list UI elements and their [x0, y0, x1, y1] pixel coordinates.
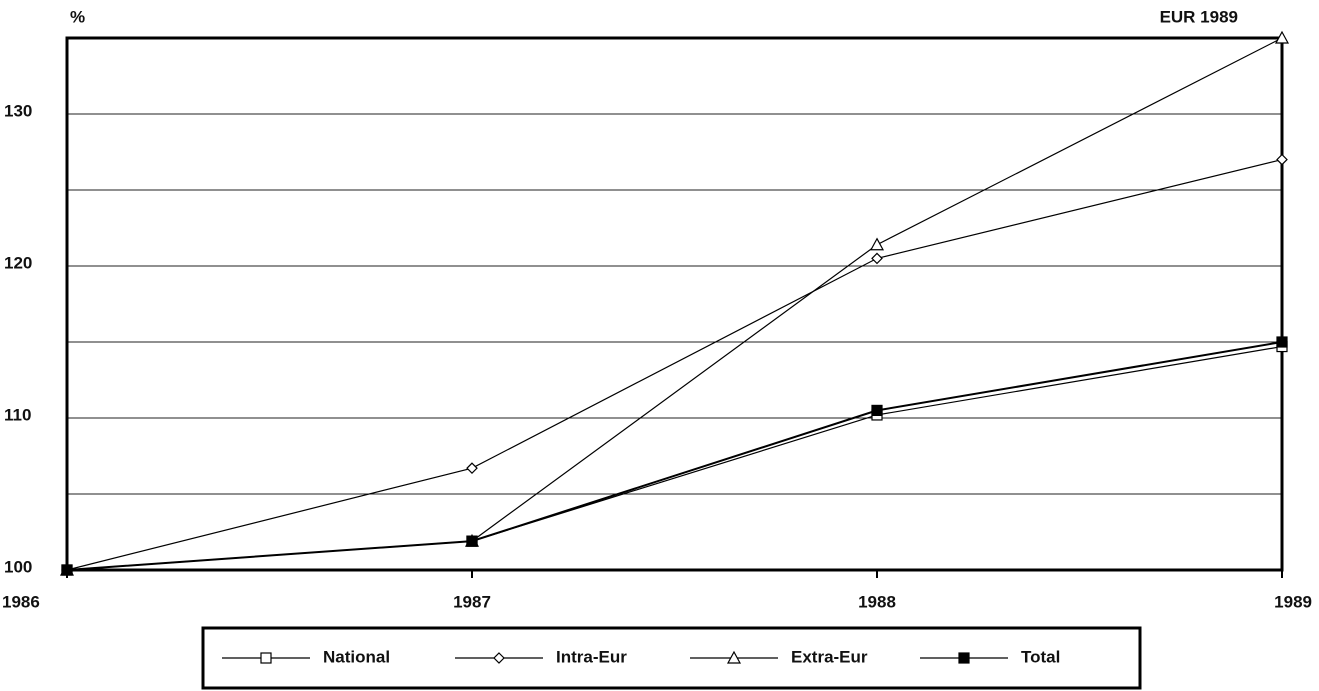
- legend-label: Total: [1021, 647, 1060, 666]
- marker: [466, 462, 478, 475]
- series-line: [66, 345, 1283, 571]
- legend-marker: [260, 652, 272, 664]
- marker: [1276, 336, 1288, 348]
- marker: [871, 252, 883, 265]
- legend-label: National: [323, 647, 390, 666]
- marker: [61, 564, 73, 576]
- marker: [871, 404, 883, 416]
- annotation: EUR 1989: [1160, 7, 1238, 26]
- y-tick-label: 110: [4, 405, 31, 424]
- marker: [1274, 30, 1290, 44]
- x-tick-label: 1987: [453, 592, 491, 611]
- legend-marker: [493, 652, 505, 664]
- legend-label: Intra-Eur: [556, 647, 627, 666]
- x-tick-label: 1989: [1274, 592, 1312, 611]
- legend-label: Extra-Eur: [791, 647, 868, 666]
- x-tick-label: 1986: [2, 592, 40, 611]
- series-line: [66, 341, 1283, 571]
- y-axis-label: %: [70, 7, 85, 26]
- series-line: [66, 159, 1283, 571]
- marker: [466, 535, 478, 547]
- y-tick-label: 130: [4, 101, 32, 120]
- series-line: [66, 37, 1283, 571]
- y-tick-label: 120: [4, 253, 32, 272]
- marker: [869, 237, 885, 251]
- plot-frame: [65, 36, 1284, 572]
- marker: [1276, 153, 1288, 166]
- legend-marker: [958, 652, 970, 664]
- legend-marker: [726, 650, 742, 664]
- x-tick-label: 1988: [858, 592, 896, 611]
- y-tick-label: 100: [4, 557, 32, 576]
